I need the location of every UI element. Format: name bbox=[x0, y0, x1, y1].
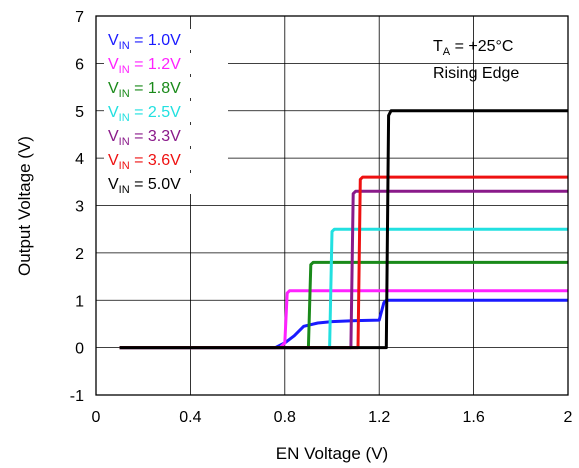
y-tick-label: 6 bbox=[75, 56, 84, 73]
legend-entry: VIN = 1.8V bbox=[108, 80, 181, 100]
legend-entry-sub: IN bbox=[119, 64, 130, 76]
legend-entry: VIN = 1.2V bbox=[108, 56, 181, 76]
y-axis-label: Output Voltage (V) bbox=[15, 136, 34, 276]
y-tick-label: -1 bbox=[70, 388, 84, 405]
legend-entry-main: V bbox=[108, 32, 119, 49]
x-tick-label: 2 bbox=[564, 409, 573, 426]
annotation-temperature: TA = +25°C bbox=[433, 38, 513, 58]
legend-entry-value: = 5.0V bbox=[130, 176, 181, 193]
legend-entry-background bbox=[104, 53, 228, 74]
y-tick-label: 1 bbox=[75, 293, 84, 310]
legend-entry-background bbox=[104, 173, 228, 194]
x-tick-label: 1.6 bbox=[462, 409, 484, 426]
legend-entry-background bbox=[104, 149, 228, 170]
legend-entry-value: = 1.0V bbox=[130, 32, 181, 49]
annotation-temperature-value: = +25°C bbox=[450, 38, 513, 55]
legend-entry-sub: IN bbox=[119, 160, 130, 172]
legend-entry-value: = 2.5V bbox=[130, 104, 181, 121]
y-tick-label: 3 bbox=[75, 199, 84, 216]
legend-entry-sub: IN bbox=[119, 88, 130, 100]
y-tick-label: 4 bbox=[75, 151, 84, 168]
annotation-edge: Rising Edge bbox=[433, 65, 519, 82]
legend-entry-background bbox=[104, 77, 228, 98]
legend-entry-main: V bbox=[108, 128, 119, 145]
legend-entry-value: = 1.8V bbox=[130, 80, 181, 97]
y-tick-label: 2 bbox=[75, 246, 84, 263]
legend-entry: VIN = 3.3V bbox=[108, 128, 181, 148]
legend-entry-main: V bbox=[108, 56, 119, 73]
x-tick-label: 0.8 bbox=[274, 409, 296, 426]
x-tick-label: 1.2 bbox=[368, 409, 390, 426]
y-tick-label: 0 bbox=[75, 341, 84, 358]
legend-entry: VIN = 1.0V bbox=[108, 32, 181, 52]
plot-frame bbox=[95, 15, 569, 396]
legend-entry-background bbox=[104, 125, 228, 146]
annotation: TA = +25°C Rising Edge bbox=[433, 38, 519, 82]
legend-entry-main: V bbox=[108, 176, 119, 193]
legend-entry-sub: IN bbox=[119, 112, 130, 124]
x-tick-label: 0.4 bbox=[179, 409, 201, 426]
legend-entry-value: = 3.3V bbox=[130, 128, 181, 145]
legend-entry-sub: IN bbox=[119, 40, 130, 52]
legend-entry-sub: IN bbox=[119, 136, 130, 148]
legend-entry-background bbox=[104, 29, 228, 50]
x-tick-labels: 0 0.4 0.8 1.2 1.6 2 bbox=[92, 409, 573, 426]
y-tick-labels: -1 0 1 2 3 4 5 6 7 bbox=[70, 9, 84, 405]
legend-entry-main: V bbox=[108, 104, 119, 121]
x-tick-label: 0 bbox=[92, 409, 101, 426]
legend-entry: VIN = 5.0V bbox=[108, 176, 181, 196]
y-tick-label: 5 bbox=[75, 104, 84, 121]
series-lines bbox=[119, 109, 568, 350]
legend-entry: VIN = 2.5V bbox=[108, 104, 181, 124]
series-line bbox=[119, 109, 568, 350]
legend-entry-sub: IN bbox=[119, 184, 130, 196]
legend-entry-background bbox=[104, 101, 228, 122]
legend-entry-main: V bbox=[108, 152, 119, 169]
legend-entry-main: V bbox=[108, 80, 119, 97]
y-tick-label: 7 bbox=[75, 9, 84, 26]
legend-entry-value: = 3.6V bbox=[130, 152, 181, 169]
legend-entry: VIN = 3.6V bbox=[108, 152, 181, 172]
annotation-temperature-main: T bbox=[433, 38, 443, 55]
x-axis-label: EN Voltage (V) bbox=[276, 444, 388, 463]
annotation-temperature-sub: A bbox=[443, 46, 451, 58]
legend-entry-value: = 1.2V bbox=[130, 56, 181, 73]
